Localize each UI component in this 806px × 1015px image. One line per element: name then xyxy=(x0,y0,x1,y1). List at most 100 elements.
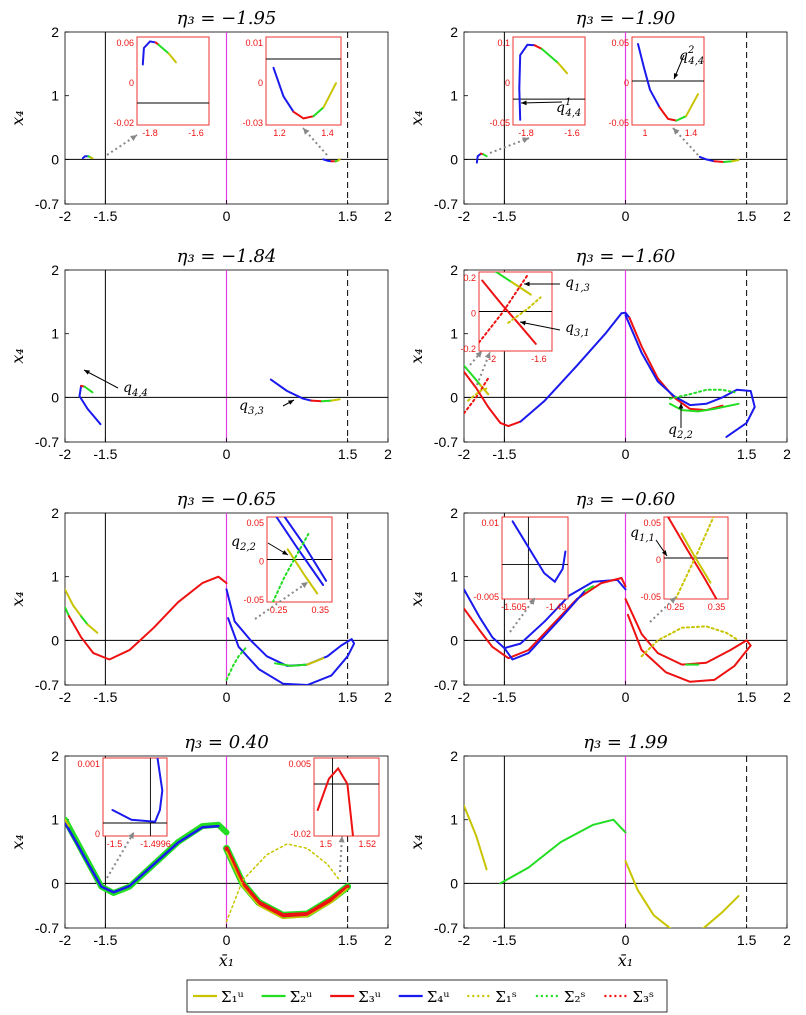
legend-label: Σ₃ˢ xyxy=(632,988,654,1006)
inset-curve-Σ4u xyxy=(111,758,164,823)
annotation-arrowhead xyxy=(520,320,526,326)
y-tick-label: 0 xyxy=(51,632,59,648)
curve-Σ2u xyxy=(723,160,734,163)
inset-x-tick-label: 1.5 xyxy=(319,839,332,849)
annotation-arrowhead xyxy=(673,73,679,79)
curve-Σ1s xyxy=(467,386,490,402)
curve-Σ4u xyxy=(322,158,333,163)
curve-Σ1u xyxy=(65,588,83,618)
chart-panel: η₃ = −1.60 -2 -1.5 0 1.5 2 -0.7 0 1 2 x₄ -2 -1.6 0.2 0… xyxy=(407,246,791,462)
inset-curve-Σ2u xyxy=(494,272,513,283)
inset-curve-Σ1u xyxy=(286,548,319,595)
inset-plot: 1 1.4 0.05 0 -0.05 xyxy=(608,36,705,138)
annotation-arrowhead xyxy=(288,400,294,405)
curve-Σ2u xyxy=(464,364,482,386)
annotation-label: q3,3 xyxy=(239,398,264,417)
plot-curves xyxy=(464,804,740,928)
curve-Σ4u xyxy=(464,578,627,650)
x-tick-label: -2 xyxy=(59,446,72,462)
inset-x-tick-label: 1.4 xyxy=(685,128,698,138)
inset-pointer-arrowhead xyxy=(669,597,676,604)
inset-pointer-arrow xyxy=(489,137,530,154)
plot-curves xyxy=(464,311,756,438)
y-tick-label: -0.7 xyxy=(434,434,458,450)
x-tick-label: -2 xyxy=(59,932,72,948)
curve-Σ1u xyxy=(306,657,325,666)
inset-x-tick-label: -1.4996 xyxy=(140,839,171,849)
inset-x-tick-label: 0.35 xyxy=(708,602,726,612)
inset-x-tick-label: -1.505 xyxy=(501,602,527,612)
inset-plot: -1.505 -1.49 0.01 -0.005 xyxy=(473,516,569,612)
x-tick-label: 2 xyxy=(384,689,392,705)
inset-x-tick-label: 1 xyxy=(642,128,647,138)
inset-curve-Σ1u xyxy=(680,532,712,584)
plot-curves xyxy=(464,577,752,683)
inset-curve-Σ4u xyxy=(511,520,567,584)
x-tick-label: 0 xyxy=(622,446,630,462)
y-tick-label: 0 xyxy=(450,389,458,405)
y-tick-label: -0.7 xyxy=(35,677,59,693)
y-tick-label: 0 xyxy=(450,151,458,167)
x-tick-label: 2 xyxy=(384,446,392,462)
inset-pointer-arrowhead xyxy=(522,137,529,144)
inset-curve-Σ4u xyxy=(518,43,536,121)
inset-curve-Σ2u xyxy=(675,115,687,122)
x-tick-label: -1.5 xyxy=(492,689,516,705)
curve-Σ1u xyxy=(86,623,99,634)
curve-Σ2u xyxy=(83,385,94,394)
inset-frame xyxy=(512,36,586,126)
y-axis-label: x₄ xyxy=(407,110,426,125)
y-axis-label: x₄ xyxy=(407,591,426,606)
inset-curves xyxy=(664,517,728,599)
inset-y-tick-label: 0.05 xyxy=(246,518,264,528)
inset-x-tick-label: 0.25 xyxy=(270,605,288,615)
y-tick-label: 2 xyxy=(450,24,458,40)
curve-Σ4u xyxy=(503,589,587,661)
inset-curves xyxy=(137,40,209,104)
x-tick-label: -2 xyxy=(59,689,72,705)
inset-curve-Σ1u xyxy=(685,93,699,118)
inset-curve-Σ3u xyxy=(667,517,718,599)
x-tick-label: 1.5 xyxy=(737,446,757,462)
curve-Σ3u xyxy=(464,370,522,428)
inset-x-tick-label: -1.6 xyxy=(188,128,204,138)
chart-panel: η₃ = −1.84 -2 -1.5 0 1.5 2 -0.7 0 1 2 x₄ q4,4 q3,3 xyxy=(8,246,392,462)
inset-curve-Σ1u xyxy=(322,82,337,109)
inset-pointer-arrowhead xyxy=(528,598,535,605)
y-tick-label: -0.7 xyxy=(35,196,59,212)
x-tick-label: 2 xyxy=(783,932,791,948)
x-tick-label: -1.5 xyxy=(492,932,516,948)
inset-pointer-arrow xyxy=(476,351,491,386)
legend-label: Σ₃ᵘ xyxy=(358,988,381,1006)
y-axis-label: x₄ xyxy=(8,834,27,849)
inset-pointer-arrowhead xyxy=(484,352,491,359)
inset-curve-Σ1u xyxy=(510,280,532,296)
inset-curves xyxy=(513,43,585,121)
inset-pointer-arrowhead xyxy=(301,582,308,589)
inset-y-tick-label: 0.05 xyxy=(643,518,661,528)
annotation-label: q2,2 xyxy=(668,422,693,441)
x-axis-label: x̄₁ xyxy=(618,951,633,970)
curve-Σ4u xyxy=(225,588,356,685)
y-tick-label: -0.7 xyxy=(434,196,458,212)
annotation-label: q4,4 xyxy=(123,380,148,399)
inset-curve-Σ2u xyxy=(157,43,170,55)
inset-y-tick-label: 0 xyxy=(471,309,476,319)
inset-y-tick-label: -0.05 xyxy=(489,118,510,128)
inset-curves xyxy=(103,758,167,836)
inset-curve-Σ2u xyxy=(540,47,559,64)
panel-title: η₃ = −1.95 xyxy=(177,8,277,29)
inset-curves xyxy=(632,43,704,122)
inset-pointer-arrowhead xyxy=(475,351,482,358)
y-axis-label: x₄ xyxy=(8,110,27,125)
x-tick-label: 1.5 xyxy=(737,208,757,224)
inset-curve-Σ4u xyxy=(275,517,325,586)
x-tick-label: 0 xyxy=(223,689,231,705)
inset-x-tick-label: -2 xyxy=(488,354,496,364)
panel-title: η₃ = −1.90 xyxy=(576,8,676,29)
plot-curves xyxy=(81,155,341,163)
curve-Σ1u xyxy=(330,398,341,402)
y-tick-label: 1 xyxy=(450,88,458,104)
x-tick-label: -2 xyxy=(458,932,471,948)
y-tick-label: 1 xyxy=(51,812,59,828)
